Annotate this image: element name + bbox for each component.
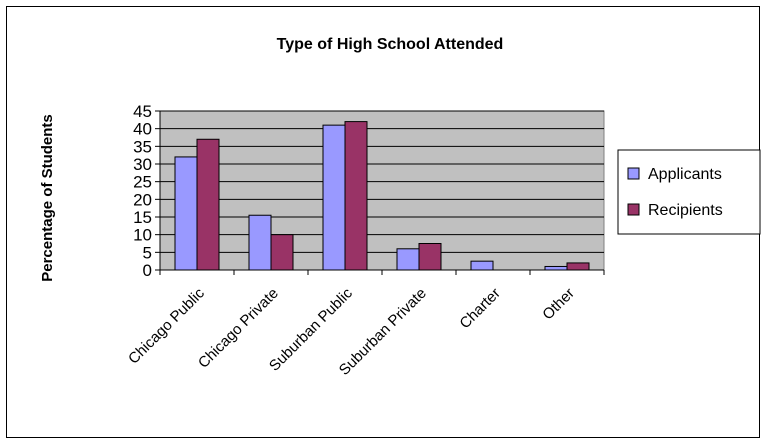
y-axis-label: Percentage of Students: [39, 114, 56, 282]
bar-recipients: [566, 262, 590, 271]
legend-swatch: [627, 167, 640, 180]
y-tick-label: 15: [133, 208, 152, 227]
y-tick-label: 10: [133, 226, 152, 245]
y-tick-label: 25: [133, 173, 152, 192]
y-tick-label: 30: [133, 155, 152, 174]
y-tick-label: 5: [143, 243, 152, 262]
bar-applicants: [174, 156, 198, 271]
bar-recipients: [344, 121, 368, 271]
plot-background: [159, 110, 605, 271]
legend: Applicants Recipients: [617, 149, 761, 235]
y-tick-label: 40: [133, 120, 152, 139]
bar-applicants: [396, 248, 420, 271]
bar-recipients: [270, 234, 294, 271]
bar-applicants: [470, 260, 494, 271]
bar-recipients: [196, 138, 220, 271]
chart-title: Type of High School Attended: [277, 36, 504, 53]
y-tick-label: 35: [133, 137, 152, 156]
bar-recipients: [418, 243, 442, 271]
y-tick-label: 0: [143, 261, 152, 280]
legend-swatch: [627, 203, 640, 216]
bar-applicants: [544, 265, 568, 271]
bar-applicants: [322, 124, 346, 271]
bar-applicants: [248, 214, 272, 271]
y-tick-label: 20: [133, 190, 152, 209]
legend-label: Recipients: [648, 202, 723, 219]
x-category-label: Chicago Public: [125, 284, 208, 367]
x-category-label: Other: [539, 285, 578, 324]
y-tick-label: 45: [133, 102, 152, 121]
legend-label: Applicants: [648, 166, 722, 183]
legend-box: [617, 149, 761, 235]
x-category-label: Charter: [456, 285, 503, 332]
